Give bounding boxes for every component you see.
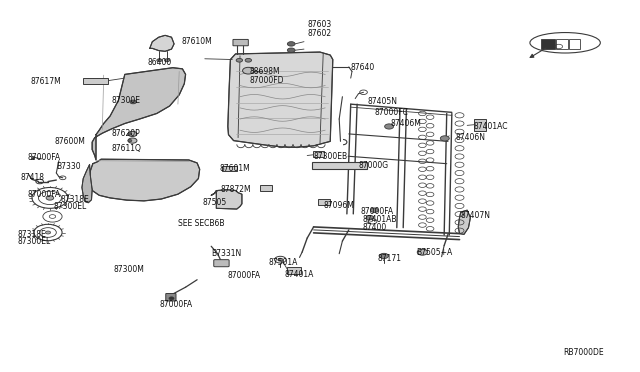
Text: 87000FD: 87000FD <box>250 76 284 85</box>
Text: 87300EL: 87300EL <box>18 237 51 246</box>
FancyBboxPatch shape <box>318 199 330 205</box>
Text: 87401AC: 87401AC <box>474 122 508 131</box>
Text: 87000FA: 87000FA <box>28 153 61 162</box>
Text: 87096M: 87096M <box>323 201 354 210</box>
FancyBboxPatch shape <box>556 39 568 49</box>
Text: 87171: 87171 <box>378 254 402 263</box>
FancyBboxPatch shape <box>312 162 367 169</box>
Circle shape <box>164 59 170 62</box>
Text: 87611Q: 87611Q <box>112 144 142 153</box>
Text: 87640: 87640 <box>351 63 375 72</box>
Polygon shape <box>150 35 174 51</box>
Circle shape <box>417 249 428 255</box>
Circle shape <box>128 131 137 137</box>
Circle shape <box>243 67 254 74</box>
Circle shape <box>287 42 295 46</box>
Circle shape <box>278 258 283 261</box>
Circle shape <box>245 58 252 62</box>
Circle shape <box>130 100 136 104</box>
Ellipse shape <box>530 32 600 53</box>
Text: 87300E: 87300E <box>112 96 141 105</box>
Text: 87617M: 87617M <box>30 77 61 86</box>
Text: 86400: 86400 <box>147 58 172 67</box>
Text: 87872M: 87872M <box>221 185 252 194</box>
FancyBboxPatch shape <box>222 166 237 171</box>
Text: 87602: 87602 <box>307 29 332 38</box>
Text: 87318E: 87318E <box>61 195 90 204</box>
Circle shape <box>440 136 449 141</box>
Text: 87000FC: 87000FC <box>374 108 408 117</box>
Text: 87610M: 87610M <box>182 37 212 46</box>
Circle shape <box>46 196 54 200</box>
FancyBboxPatch shape <box>166 294 176 301</box>
Text: 87405N: 87405N <box>368 97 398 106</box>
Circle shape <box>385 124 394 129</box>
FancyBboxPatch shape <box>83 78 108 84</box>
Circle shape <box>45 231 51 234</box>
Polygon shape <box>211 190 242 209</box>
FancyBboxPatch shape <box>474 119 486 131</box>
Circle shape <box>128 138 137 143</box>
Text: 87401A: 87401A <box>285 270 314 279</box>
Text: 87418: 87418 <box>20 173 45 182</box>
Text: SEE SECB6B: SEE SECB6B <box>178 219 225 228</box>
Text: 87505: 87505 <box>203 198 227 207</box>
Text: 87000FA: 87000FA <box>160 300 193 309</box>
Polygon shape <box>82 164 92 203</box>
Circle shape <box>128 140 132 142</box>
Text: 87501A: 87501A <box>269 258 298 267</box>
Circle shape <box>380 253 388 259</box>
Text: 87601M: 87601M <box>220 164 250 173</box>
Text: B7505+A: B7505+A <box>416 248 452 257</box>
Text: 87300EL: 87300EL <box>53 202 86 211</box>
Circle shape <box>236 58 243 62</box>
Text: 87400: 87400 <box>363 223 387 232</box>
Text: 87401AB: 87401AB <box>363 215 397 224</box>
Text: 87000FA: 87000FA <box>360 207 394 216</box>
Circle shape <box>169 297 174 300</box>
Circle shape <box>287 48 295 52</box>
Polygon shape <box>458 210 470 234</box>
Text: 87406M: 87406M <box>390 119 421 128</box>
Circle shape <box>128 133 132 135</box>
Text: 87406N: 87406N <box>456 133 486 142</box>
Polygon shape <box>228 52 333 147</box>
FancyBboxPatch shape <box>569 39 580 49</box>
Text: 87000FA: 87000FA <box>28 190 61 199</box>
Text: 87318E: 87318E <box>18 230 47 239</box>
FancyBboxPatch shape <box>287 267 301 274</box>
Text: 87000FA: 87000FA <box>227 271 260 280</box>
Text: RB7000DE: RB7000DE <box>563 348 604 357</box>
Text: 87620P: 87620P <box>112 129 141 138</box>
Text: 87300M: 87300M <box>114 265 145 274</box>
Text: 87603: 87603 <box>307 20 332 29</box>
FancyBboxPatch shape <box>313 151 324 157</box>
FancyBboxPatch shape <box>233 39 248 46</box>
Text: 87600M: 87600M <box>54 137 85 146</box>
Text: B7330: B7330 <box>56 162 81 171</box>
Text: 87000G: 87000G <box>358 161 388 170</box>
Polygon shape <box>90 159 200 201</box>
FancyBboxPatch shape <box>541 39 555 49</box>
Text: 88698M: 88698M <box>250 67 280 76</box>
Circle shape <box>157 59 162 62</box>
Text: 87300EB: 87300EB <box>314 152 348 161</box>
Text: B7331N: B7331N <box>211 249 241 258</box>
Polygon shape <box>92 68 186 160</box>
Text: 87407N: 87407N <box>461 211 491 219</box>
FancyBboxPatch shape <box>260 185 272 191</box>
FancyBboxPatch shape <box>214 260 229 267</box>
Circle shape <box>371 208 378 212</box>
Circle shape <box>366 215 374 220</box>
